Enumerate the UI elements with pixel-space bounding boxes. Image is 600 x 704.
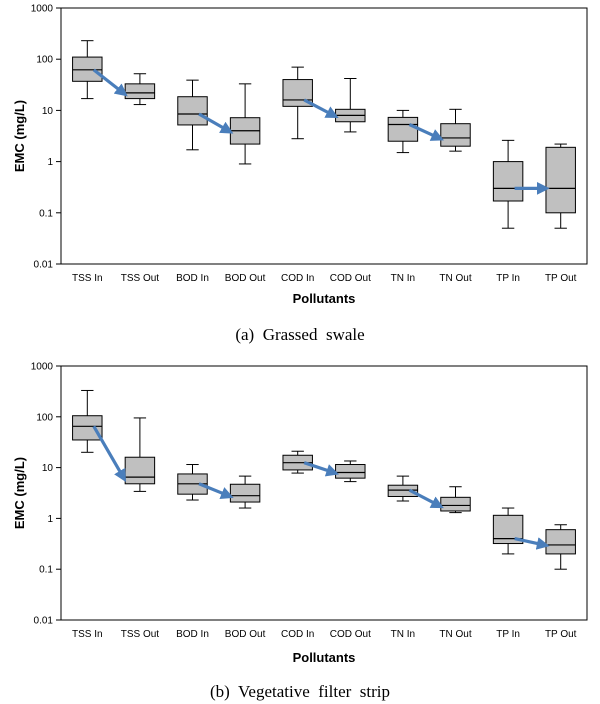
box-tn-out xyxy=(440,486,471,514)
panel-vegetative-filter-strip: 0.01 0.1 1 10 100 1000 TSS In TSS Out BOD In BOD… xyxy=(12,362,588,701)
box-iqr xyxy=(545,529,576,555)
y-tick-label: 1000 xyxy=(31,362,54,373)
x-tick-label: TP In xyxy=(496,273,520,284)
panel-caption: (b) Vegetative filter strip xyxy=(210,682,390,701)
y-axis-ticks: 0.01 0.1 1 10 100 1000 xyxy=(31,4,61,271)
reduction-arrow xyxy=(303,461,340,477)
x-tick-label: TP In xyxy=(496,629,520,640)
box-iqr xyxy=(335,464,366,479)
box-cod-out xyxy=(335,460,366,483)
box-iqr xyxy=(124,456,156,485)
box-iqr xyxy=(492,161,524,202)
x-tick-label: TSS Out xyxy=(121,629,160,640)
x-tick-label: TP Out xyxy=(545,629,577,640)
x-tick-label: BOD Out xyxy=(225,273,266,284)
box-iqr xyxy=(72,415,103,441)
box-tp-out xyxy=(545,143,576,229)
y-tick-label: 100 xyxy=(36,412,53,423)
reduction-arrow xyxy=(92,425,127,483)
box-bod-out xyxy=(229,83,261,165)
box-series xyxy=(72,40,576,229)
panel-caption: (a) Grassed swale xyxy=(235,325,364,344)
x-axis-ticks: TSS In TSS Out BOD In BOD Out COD In COD Out T… xyxy=(72,273,577,284)
x-tick-label: BOD In xyxy=(176,629,209,640)
panel-grassed-swale: 0.01 0.1 1 10 100 1000 TSS In TSS Out BOD In BOD… xyxy=(12,4,588,344)
x-tick-label: COD In xyxy=(281,273,314,284)
box-tn-in xyxy=(387,109,419,154)
reduction-arrow xyxy=(514,537,550,550)
reduction-arrow xyxy=(303,98,339,119)
y-tick-label: 0.1 xyxy=(39,565,53,576)
reduction-arrow xyxy=(408,123,445,141)
box-iqr xyxy=(387,116,419,142)
y-tick-label: 1 xyxy=(47,157,53,168)
box-cod-out xyxy=(335,77,366,133)
x-tick-label: TN In xyxy=(391,273,415,284)
y-tick-label: 1000 xyxy=(31,4,54,15)
x-tick-label: TN Out xyxy=(439,629,471,640)
y-axis-title: EMC (mg/L) xyxy=(12,457,27,529)
y-tick-label: 10 xyxy=(42,106,54,117)
x-tick-label: COD In xyxy=(281,629,314,640)
x-tick-label: TP Out xyxy=(545,273,577,284)
arrow-series xyxy=(92,425,550,550)
arrow-series xyxy=(92,68,550,195)
x-tick-label: TSS Out xyxy=(121,273,160,284)
y-tick-label: 10 xyxy=(42,463,54,474)
x-tick-label: TN Out xyxy=(439,273,471,284)
box-tp-in xyxy=(492,507,524,555)
box-tp-out xyxy=(545,524,576,570)
box-tss-out xyxy=(124,73,156,106)
x-tick-label: TSS In xyxy=(72,273,103,284)
x-tick-label: TN In xyxy=(391,629,415,640)
box-iqr xyxy=(440,123,471,147)
reduction-arrow xyxy=(408,488,444,509)
x-tick-label: COD Out xyxy=(330,273,371,284)
x-tick-label: COD Out xyxy=(330,629,371,640)
y-tick-label: 0.01 xyxy=(34,616,54,627)
box-iqr xyxy=(229,483,261,503)
y-tick-label: 0.01 xyxy=(34,260,54,271)
reduction-arrow xyxy=(92,68,128,97)
box-bod-in xyxy=(177,79,208,151)
box-iqr xyxy=(124,83,156,100)
box-cod-in xyxy=(282,450,313,474)
box-iqr xyxy=(177,96,208,126)
box-tss-in xyxy=(72,389,103,453)
box-series xyxy=(72,389,576,570)
x-tick-label: BOD In xyxy=(176,273,209,284)
y-tick-label: 0.1 xyxy=(39,208,53,219)
box-tn-out xyxy=(440,108,471,152)
box-tss-out xyxy=(124,417,156,492)
x-tick-label: TSS In xyxy=(72,629,103,640)
x-axis-ticks: TSS In TSS Out BOD In BOD Out COD In COD Out T… xyxy=(72,629,577,640)
box-iqr xyxy=(440,496,471,512)
box-tp-in xyxy=(492,139,524,229)
box-tss-in xyxy=(72,40,103,100)
x-axis-title: Pollutants xyxy=(293,650,356,665)
box-iqr xyxy=(387,484,419,497)
reduction-arrow xyxy=(198,482,234,499)
x-axis-title: Pollutants xyxy=(293,291,356,306)
x-tick-label: BOD Out xyxy=(225,629,266,640)
box-tn-in xyxy=(387,475,419,502)
y-tick-label: 1 xyxy=(47,514,53,525)
plot-area-frame xyxy=(60,365,588,621)
plot-area-frame xyxy=(60,7,588,265)
y-tick-label: 100 xyxy=(36,55,53,66)
y-axis-title: EMC (mg/L) xyxy=(12,100,27,172)
box-iqr xyxy=(545,146,576,214)
box-bod-out xyxy=(229,475,261,509)
y-axis-ticks: 0.01 0.1 1 10 100 1000 xyxy=(31,362,61,627)
box-iqr xyxy=(72,56,103,82)
box-bod-in xyxy=(177,464,208,501)
reduction-arrow xyxy=(198,112,234,134)
